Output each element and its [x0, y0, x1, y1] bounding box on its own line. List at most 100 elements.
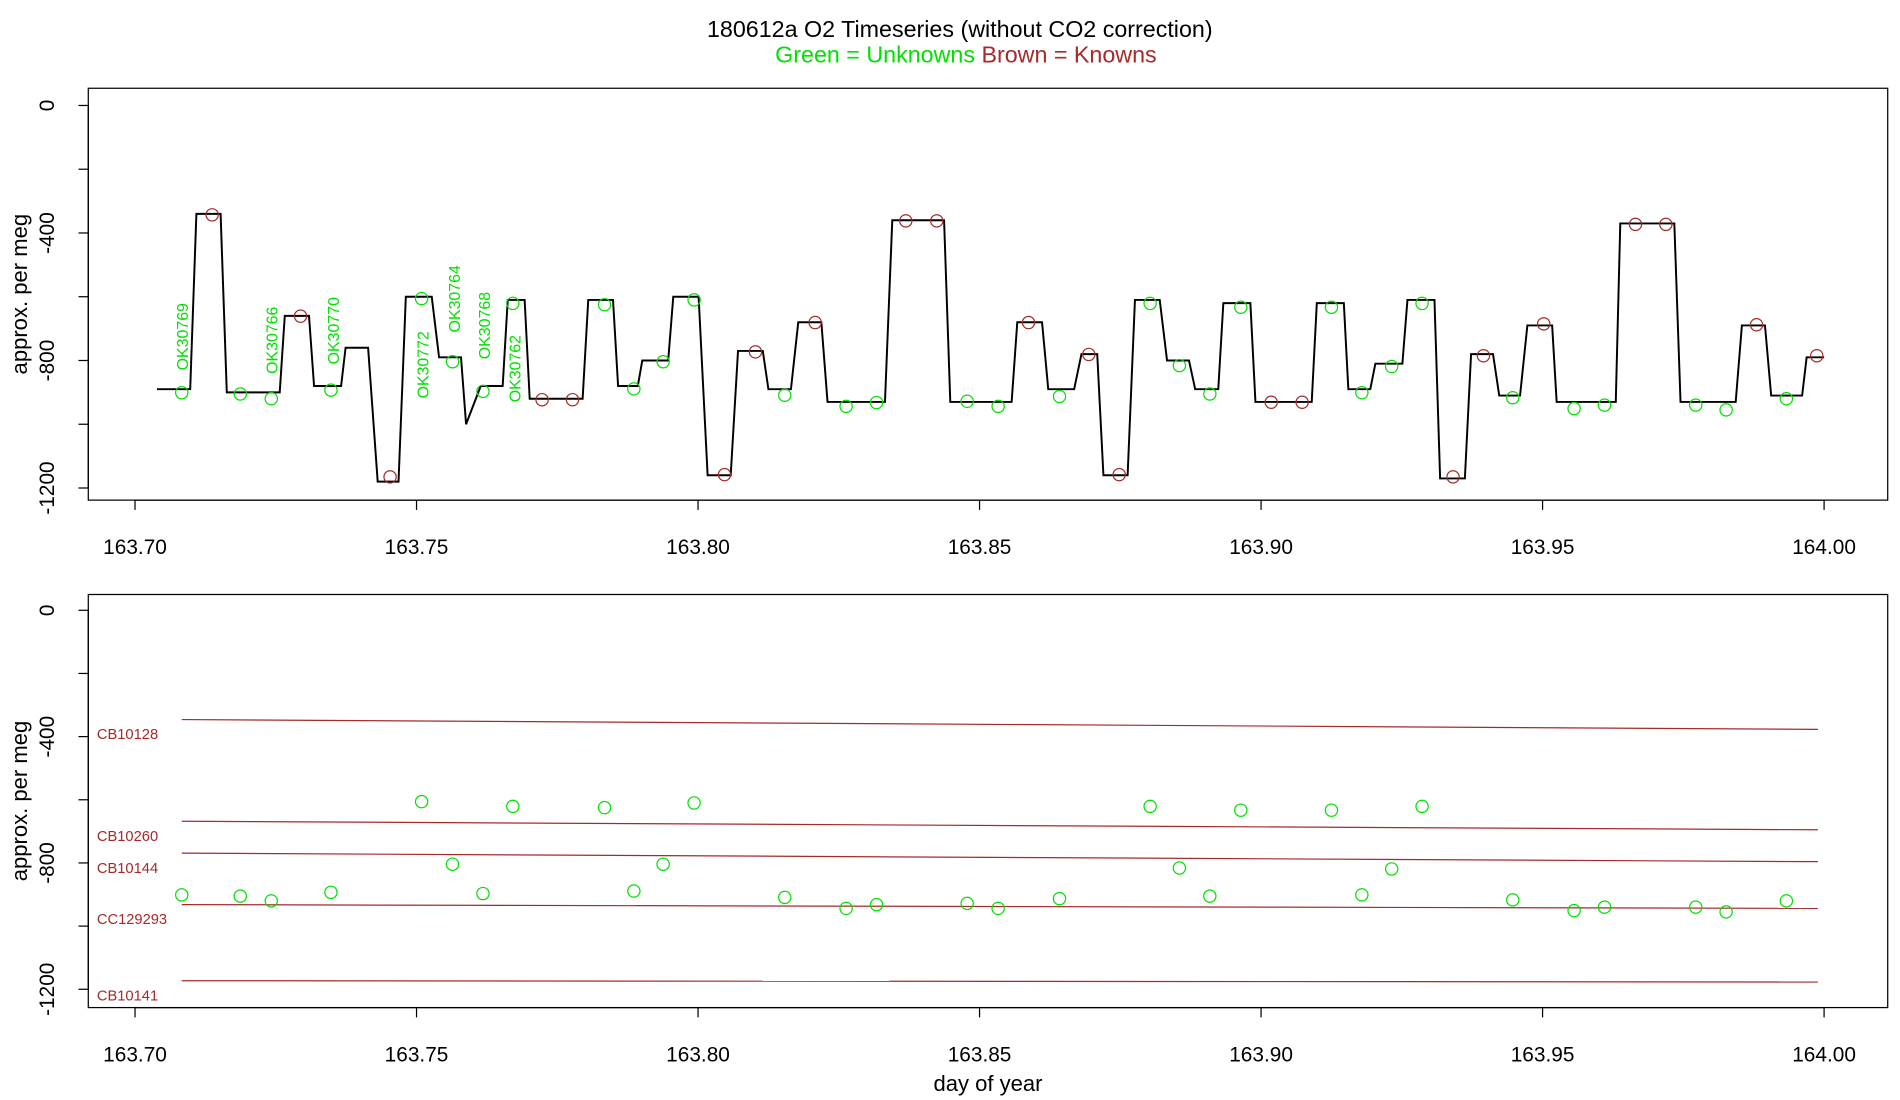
unknown-point	[1384, 862, 1399, 876]
known-marker	[1628, 217, 1643, 232]
known-marker	[1810, 348, 1824, 363]
y-tick-label: -800	[36, 340, 59, 382]
reference-line	[181, 820, 1818, 831]
y-tick-label: 0	[36, 100, 59, 112]
unknown-marker	[1567, 401, 1581, 416]
unknown-point	[1355, 888, 1369, 902]
known-marker	[1659, 217, 1673, 232]
unknown-point	[1688, 900, 1703, 914]
unknown-point	[175, 888, 189, 902]
unknown-marker	[1234, 300, 1248, 314]
unknown-marker	[414, 291, 429, 306]
timeseries-line	[156, 212, 1825, 483]
known-marker	[535, 392, 549, 407]
unknown-marker	[1688, 398, 1703, 412]
known-marker	[1021, 315, 1036, 330]
chart-subtitle: Green = Unknowns Brown = Knowns	[775, 42, 1157, 68]
unknown-point	[687, 796, 701, 810]
unknown-point	[1143, 799, 1157, 814]
unknown-marker	[445, 355, 460, 369]
unknown-marker	[1143, 296, 1157, 311]
unknown-marker	[869, 395, 884, 410]
unknown-marker	[1779, 391, 1794, 406]
unknown-point	[1567, 903, 1581, 918]
reference-line	[181, 904, 1818, 910]
reference-label: CC129293	[97, 912, 167, 928]
known-marker	[1476, 348, 1491, 363]
unknown-point	[1719, 905, 1733, 919]
known-marker	[293, 309, 308, 323]
reference-label: CB10141	[97, 988, 158, 1004]
sample-label: OK30764	[447, 265, 464, 332]
unknown-marker	[1505, 391, 1520, 405]
known-marker	[1295, 395, 1309, 409]
known-marker	[1112, 467, 1126, 482]
sample-label: OK30770	[326, 297, 343, 364]
unknown-point	[1324, 803, 1339, 817]
unknown-point	[869, 897, 884, 912]
known-marker	[808, 315, 822, 330]
known-marker	[1446, 470, 1460, 484]
unknown-marker	[1597, 398, 1612, 412]
x-tick-label: 163.80	[666, 1044, 730, 1067]
known-marker	[205, 208, 219, 222]
reference-line	[181, 980, 1818, 983]
unknown-point	[1415, 799, 1429, 814]
unknown-marker	[233, 387, 248, 401]
x-axis-label: day of year	[933, 1071, 1042, 1096]
x-tick-label: 163.80	[666, 536, 730, 559]
known-marker	[1264, 395, 1278, 409]
unknown-marker	[1719, 403, 1733, 417]
unknown-marker	[1172, 358, 1187, 373]
unknown-marker	[1324, 300, 1339, 314]
unknown-marker	[778, 388, 792, 402]
unknown-marker	[960, 394, 974, 409]
unknown-point	[506, 799, 520, 814]
unknown-marker	[687, 293, 701, 307]
x-tick-label: 163.95	[1511, 1044, 1575, 1067]
unknown-point	[445, 857, 460, 871]
unknown-marker	[476, 384, 490, 399]
unknown-point	[627, 884, 641, 898]
unknown-point	[1172, 861, 1187, 875]
unknown-marker	[1203, 387, 1217, 401]
y-axis-label: approx. per meg	[7, 214, 32, 375]
unknown-marker	[1355, 385, 1369, 400]
sample-label: OK30769	[175, 303, 192, 370]
x-tick-label: 163.95	[1511, 536, 1575, 559]
y-axis-label: approx. per meg	[7, 721, 32, 882]
unknown-point	[324, 885, 338, 900]
y-tick-label: -800	[36, 842, 59, 884]
unknown-marker	[506, 296, 520, 311]
sample-label: OK30772	[416, 331, 433, 398]
unknown-point	[839, 901, 853, 916]
x-tick-label: 163.75	[385, 536, 449, 559]
unknown-point	[1052, 891, 1067, 906]
unknown-marker	[1052, 389, 1067, 404]
known-marker	[930, 214, 944, 228]
unknown-point	[1203, 889, 1217, 903]
unknown-point	[960, 896, 974, 911]
x-tick-label: 163.85	[948, 536, 1012, 559]
known-marker	[899, 214, 913, 228]
unknown-point	[1234, 803, 1248, 817]
unknown-point	[1505, 893, 1520, 907]
x-tick-label: 163.85	[948, 1044, 1012, 1067]
unknown-point	[476, 886, 490, 901]
unknown-marker	[656, 355, 670, 369]
reference-line	[181, 852, 1818, 863]
sample-label: OK30762	[507, 335, 524, 402]
x-tick-label: 164.00	[1792, 1044, 1856, 1067]
sample-label: OK30766	[265, 306, 282, 373]
reference-label: CB10128	[97, 727, 158, 743]
unknown-marker	[324, 383, 338, 397]
x-tick-label: 163.70	[103, 536, 167, 559]
reference-line	[181, 718, 1818, 730]
subtitle-part: Green = Unknowns	[775, 42, 975, 68]
unknown-marker	[991, 399, 1005, 414]
x-tick-label: 163.75	[385, 1044, 449, 1067]
plot-frame	[87, 593, 1889, 1009]
unknown-marker	[839, 399, 853, 414]
unknown-point	[264, 894, 279, 908]
reference-label: CB10144	[97, 861, 158, 877]
